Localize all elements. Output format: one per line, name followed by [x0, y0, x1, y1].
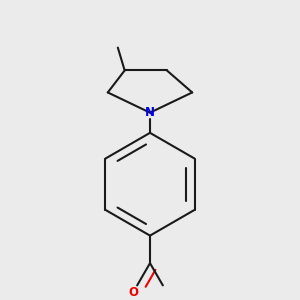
Text: O: O [128, 286, 138, 299]
Text: N: N [145, 106, 155, 119]
